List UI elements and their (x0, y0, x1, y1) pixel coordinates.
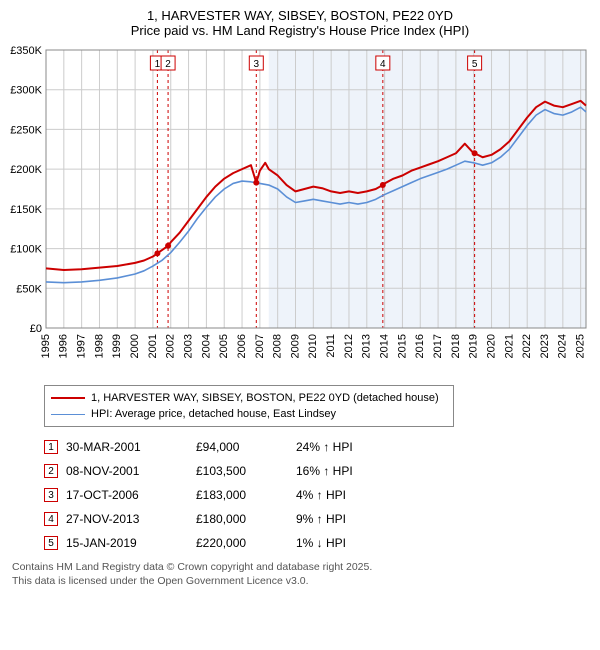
chart-area: £0 £50K £100K £150K £200K £250K £300K £350K 1995… (10, 44, 590, 379)
legend-item: 1, HARVESTER WAY, SIBSEY, BOSTON, PE22 0… (51, 390, 447, 406)
chart-container: 1, HARVESTER WAY, SIBSEY, BOSTON, PE22 0… (0, 0, 600, 596)
svg-text:£50K: £50K (16, 283, 42, 295)
line-chart: £0 £50K £100K £150K £200K £250K £300K £350K 1995… (10, 44, 590, 374)
svg-text:2016: 2016 (414, 334, 426, 358)
svg-text:1999: 1999 (111, 334, 123, 358)
svg-text:2013: 2013 (361, 334, 373, 358)
sales-row: 4 27-NOV-2013£180,0009% ↑ HPI (44, 507, 590, 531)
sale-price: £220,000 (196, 536, 296, 550)
sale-marker-box: 2 (44, 464, 58, 478)
svg-text:£300K: £300K (10, 85, 42, 97)
svg-text:4: 4 (380, 59, 386, 70)
svg-text:£100K: £100K (10, 244, 42, 256)
title-line-2: Price paid vs. HM Land Registry's House … (10, 23, 590, 38)
svg-text:£200K: £200K (10, 164, 42, 176)
svg-text:1: 1 (155, 59, 161, 70)
svg-text:1996: 1996 (58, 334, 70, 358)
sale-date: 17-OCT-2006 (66, 488, 196, 502)
footer-line-1: Contains HM Land Registry data © Crown c… (12, 561, 590, 575)
sales-table: 1 30-MAR-2001£94,00024% ↑ HPI 2 08-NOV-2001… (44, 435, 590, 555)
sale-price: £183,000 (196, 488, 296, 502)
svg-text:2025: 2025 (575, 334, 587, 358)
sale-price: £103,500 (196, 464, 296, 478)
legend-label: HPI: Average price, detached house, East… (91, 408, 336, 420)
svg-text:2000: 2000 (129, 334, 141, 358)
sale-marker-box: 5 (44, 536, 58, 550)
svg-text:2018: 2018 (450, 334, 462, 358)
svg-text:2009: 2009 (289, 334, 301, 358)
svg-text:5: 5 (472, 59, 478, 70)
svg-text:2014: 2014 (379, 334, 391, 358)
sales-row: 2 08-NOV-2001£103,50016% ↑ HPI (44, 459, 590, 483)
svg-text:2012: 2012 (343, 334, 355, 358)
svg-text:£150K: £150K (10, 204, 42, 216)
footer: Contains HM Land Registry data © Crown c… (12, 561, 590, 588)
svg-text:2011: 2011 (325, 334, 337, 358)
sale-date: 15-JAN-2019 (66, 536, 196, 550)
sales-row: 5 15-JAN-2019£220,0001% ↓ HPI (44, 531, 590, 555)
svg-text:1995: 1995 (40, 334, 52, 358)
svg-text:2007: 2007 (254, 334, 266, 358)
svg-text:2019: 2019 (468, 334, 480, 358)
legend-swatch (51, 397, 85, 399)
legend-item: HPI: Average price, detached house, East… (51, 406, 447, 422)
legend-label: 1, HARVESTER WAY, SIBSEY, BOSTON, PE22 0… (91, 392, 439, 404)
sale-marker-box: 4 (44, 512, 58, 526)
svg-text:2: 2 (165, 59, 171, 70)
title-line-1: 1, HARVESTER WAY, SIBSEY, BOSTON, PE22 0… (10, 8, 590, 23)
legend-swatch (51, 414, 85, 415)
legend: 1, HARVESTER WAY, SIBSEY, BOSTON, PE22 0… (44, 385, 454, 427)
svg-text:1997: 1997 (76, 334, 88, 358)
svg-text:2002: 2002 (165, 334, 177, 358)
sale-date: 08-NOV-2001 (66, 464, 196, 478)
svg-text:£250K: £250K (10, 124, 42, 136)
svg-text:2022: 2022 (521, 334, 533, 358)
svg-text:2021: 2021 (503, 334, 515, 358)
sales-row: 3 17-OCT-2006£183,0004% ↑ HPI (44, 483, 590, 507)
sale-price: £180,000 (196, 512, 296, 526)
footer-line-2: This data is licensed under the Open Gov… (12, 575, 590, 589)
sale-price: £94,000 (196, 440, 296, 454)
svg-text:2004: 2004 (200, 334, 212, 358)
sale-diff: 4% ↑ HPI (296, 488, 386, 502)
sale-date: 27-NOV-2013 (66, 512, 196, 526)
svg-text:3: 3 (254, 59, 260, 70)
svg-text:2023: 2023 (539, 334, 551, 358)
svg-text:2017: 2017 (432, 334, 444, 358)
svg-text:2008: 2008 (272, 334, 284, 358)
svg-text:2006: 2006 (236, 334, 248, 358)
svg-text:2001: 2001 (147, 334, 159, 358)
sales-row: 1 30-MAR-2001£94,00024% ↑ HPI (44, 435, 590, 459)
sale-diff: 9% ↑ HPI (296, 512, 386, 526)
svg-text:2005: 2005 (218, 334, 230, 358)
svg-text:£350K: £350K (10, 45, 42, 57)
svg-text:2003: 2003 (182, 334, 194, 358)
sale-marker-box: 3 (44, 488, 58, 502)
sale-diff: 16% ↑ HPI (296, 464, 386, 478)
sale-diff: 24% ↑ HPI (296, 440, 386, 454)
sale-date: 30-MAR-2001 (66, 440, 196, 454)
svg-text:2010: 2010 (307, 334, 319, 358)
sale-marker-box: 1 (44, 440, 58, 454)
svg-text:1998: 1998 (93, 334, 105, 358)
sale-diff: 1% ↓ HPI (296, 536, 386, 550)
title-block: 1, HARVESTER WAY, SIBSEY, BOSTON, PE22 0… (10, 8, 590, 38)
svg-text:2020: 2020 (485, 334, 497, 358)
svg-text:2024: 2024 (557, 334, 569, 358)
svg-text:£0: £0 (30, 323, 42, 335)
svg-text:2015: 2015 (396, 334, 408, 358)
